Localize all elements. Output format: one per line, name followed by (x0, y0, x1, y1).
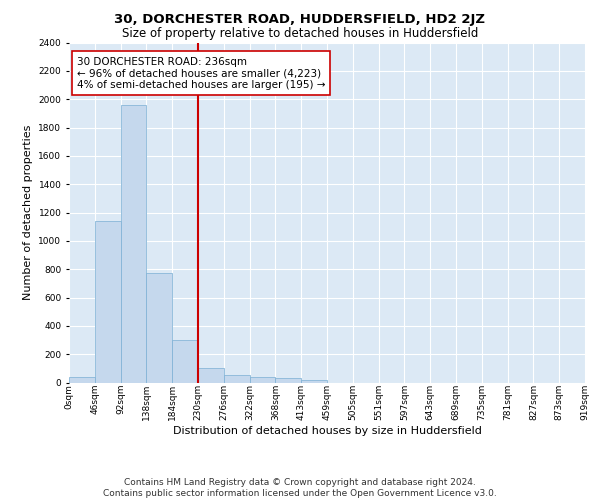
Text: Contains HM Land Registry data © Crown copyright and database right 2024.
Contai: Contains HM Land Registry data © Crown c… (103, 478, 497, 498)
Bar (224, 376, 250, 382)
Y-axis label: Number of detached properties: Number of detached properties (23, 125, 33, 300)
Text: Size of property relative to detached houses in Huddersfield: Size of property relative to detached ho… (122, 28, 478, 40)
Bar (301, 380, 327, 382)
X-axis label: Distribution of detached houses by size in Huddersfield: Distribution of detached houses by size … (173, 426, 481, 436)
Bar (146, 274, 172, 382)
Bar (69, 377, 95, 382)
Text: 30 DORCHESTER ROAD: 236sqm
← 96% of detached houses are smaller (4,223)
4% of se: 30 DORCHESTER ROAD: 236sqm ← 96% of deta… (77, 56, 325, 90)
Bar (198, 368, 224, 382)
Bar (172, 340, 198, 382)
Bar (275, 378, 301, 382)
Text: 30, DORCHESTER ROAD, HUDDERSFIELD, HD2 2JZ: 30, DORCHESTER ROAD, HUDDERSFIELD, HD2 2… (115, 12, 485, 26)
Bar (250, 377, 275, 382)
Bar (95, 221, 121, 382)
Bar (121, 105, 146, 382)
